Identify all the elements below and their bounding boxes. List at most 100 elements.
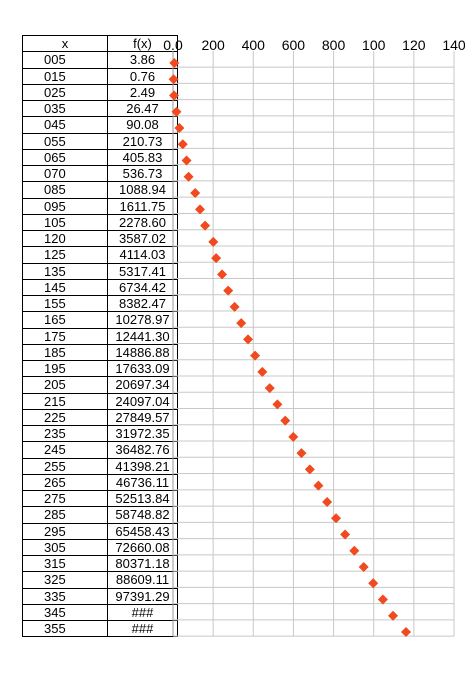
cell-fx: 52513.84	[107, 489, 178, 508]
data-point	[223, 285, 234, 296]
table-row: 165 10278.97	[22, 311, 178, 329]
table-row: 025 2.49	[22, 83, 178, 102]
table-row: 135 5317.41	[22, 262, 178, 280]
cell-x: 120	[22, 229, 108, 248]
x-tick-label: 800	[322, 37, 346, 53]
table-row: 245 36482.76	[22, 441, 178, 459]
cell-fx: 72660.08	[107, 538, 178, 557]
table-row: 035 26.47	[22, 99, 178, 118]
table-row: 125 4114.03	[22, 246, 178, 264]
table-row: 355 ###	[22, 619, 178, 638]
cell-x: 070	[22, 164, 108, 183]
x-tick-label: 120	[402, 37, 426, 53]
data-point	[280, 415, 291, 426]
data-point	[388, 610, 399, 621]
cell-fx: 58748.82	[107, 506, 178, 524]
cell-fx: 536.73	[107, 164, 178, 183]
table-row: 345 ###	[22, 603, 178, 622]
cell-fx: 405.83	[107, 148, 178, 167]
cell-x: 345	[22, 603, 108, 622]
cell-fx: 20697.34	[107, 376, 178, 394]
cell-fx: 6734.42	[107, 278, 178, 297]
data-point	[169, 58, 180, 68]
data-point	[296, 448, 307, 459]
x-tick-label: 400	[242, 37, 266, 53]
cell-fx: 80371.18	[107, 554, 178, 573]
data-point	[340, 529, 351, 540]
table-row: 155 8382.47	[22, 294, 178, 313]
data-table: x f(x) 005 3.86 015 0.76 025 2.49 035 26.47 045 90.…	[22, 34, 178, 638]
data-point	[200, 220, 211, 231]
table-row: 145 6734.42	[22, 278, 178, 297]
data-point	[358, 561, 369, 572]
data-point	[322, 496, 333, 507]
data-point	[250, 350, 261, 361]
data-point	[181, 155, 192, 166]
data-point	[264, 383, 275, 394]
cell-x: 185	[22, 343, 108, 362]
data-point	[208, 236, 219, 247]
data-point	[257, 366, 268, 377]
cell-x: 295	[22, 522, 108, 540]
table-row: 045 90.08	[22, 116, 178, 134]
data-point	[229, 301, 240, 312]
data-point	[236, 318, 247, 329]
table-row: 335 97391.29	[22, 587, 178, 605]
cell-fx: 10278.97	[107, 311, 178, 329]
data-point	[195, 204, 206, 215]
cell-x: 135	[22, 262, 108, 280]
cell-fx: 2278.60	[107, 213, 178, 232]
cell-x: 315	[22, 554, 108, 573]
x-tick-label: 100	[362, 37, 386, 53]
table-row: 295 65458.43	[22, 522, 178, 540]
table-row: 120 3587.02	[22, 229, 178, 248]
cell-x: 125	[22, 246, 108, 264]
data-point	[183, 171, 194, 182]
table-row: 105 2278.60	[22, 213, 178, 232]
data-point	[331, 513, 342, 524]
data-point	[168, 74, 179, 85]
cell-fx: 97391.29	[107, 587, 178, 605]
data-point	[177, 139, 188, 150]
table-row: 315 80371.18	[22, 554, 178, 573]
cell-fx: 14886.88	[107, 343, 178, 362]
data-point	[368, 578, 379, 589]
cell-fx: ###	[107, 619, 178, 638]
table-row: 225 27849.57	[22, 408, 178, 427]
cell-fx: 8382.47	[107, 294, 178, 313]
data-point	[313, 480, 324, 491]
data-point	[190, 188, 201, 199]
table-row: 175 12441.30	[22, 327, 178, 345]
data-point	[272, 399, 283, 410]
cell-x: 145	[22, 278, 108, 297]
cell-fx: 4114.03	[107, 246, 178, 264]
x-tick-label: 0.0	[163, 37, 183, 53]
data-point	[217, 269, 228, 280]
x-tick-label: 600	[282, 37, 306, 53]
table-row: 095 1611.75	[22, 197, 178, 215]
data-point	[171, 106, 182, 117]
table-row: 285 58748.82	[22, 506, 178, 524]
table-header-row: x f(x)	[22, 34, 178, 53]
cell-x: 335	[22, 587, 108, 605]
data-point	[211, 253, 222, 264]
cell-fx: ###	[107, 603, 178, 622]
data-point	[401, 627, 411, 637]
data-point	[349, 545, 360, 556]
data-point	[243, 334, 254, 345]
cell-x: 355	[22, 619, 108, 638]
cell-fx: 26.47	[107, 99, 178, 118]
data-point	[169, 90, 180, 101]
x-tick-label: 200	[201, 37, 225, 53]
data-point	[304, 464, 315, 475]
x-tick-label: 140	[442, 37, 466, 53]
cell-fx: 3587.02	[107, 229, 178, 248]
cell-x: 175	[22, 327, 108, 345]
table-row: 070 536.73	[22, 164, 178, 183]
cell-fx: 27849.57	[107, 408, 178, 427]
data-point	[377, 594, 388, 605]
data-point	[174, 123, 185, 134]
table-row: 185 14886.88	[22, 343, 178, 362]
data-point	[288, 431, 299, 442]
